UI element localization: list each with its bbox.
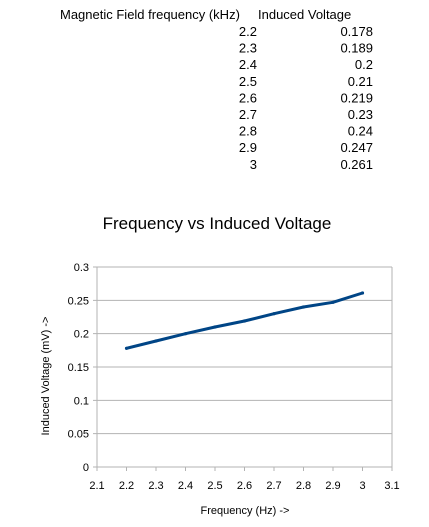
x-tick-label: 2.9 (325, 480, 340, 492)
table-header-voltage[interactable]: Induced Voltage (258, 7, 351, 22)
table-cell-frequency[interactable]: 2.2 (239, 24, 257, 39)
x-tick-label: 2.8 (296, 480, 311, 492)
x-tick-label: 2.7 (266, 480, 281, 492)
data-point[interactable] (331, 300, 335, 304)
x-tick-label: 2.3 (148, 480, 163, 492)
table-cell-voltage[interactable]: 0.2 (355, 57, 373, 72)
table-cell-frequency[interactable]: 2.8 (239, 124, 257, 139)
chart-grid (93, 266, 392, 468)
x-tick-label: 2.6 (237, 480, 252, 492)
data-point[interactable] (124, 346, 129, 350)
table-cell-frequency[interactable]: 2.6 (239, 90, 257, 105)
data-point[interactable] (183, 332, 188, 336)
y-axis-ticks: 0 0.05 0.1 0.15 0.2 0.25 0.3 (68, 262, 89, 474)
table-cell-frequency[interactable]: 2.7 (239, 107, 257, 122)
table-cell-voltage[interactable]: 0.178 (340, 24, 373, 39)
table-cell-voltage[interactable]: 0.247 (340, 140, 373, 155)
chart-title: Frequency vs Induced Voltage (103, 214, 332, 233)
data-point[interactable] (154, 339, 158, 343)
y-tick-label: 0.05 (68, 429, 89, 441)
x-tick-label: 2.4 (178, 480, 193, 492)
data-point[interactable] (272, 312, 276, 316)
table-cell-voltage[interactable]: 0.219 (340, 90, 373, 105)
table-rows: 2.2 0.178 2.3 0.189 2.4 0.2 2.5 0.21 2.6 0.219 2.7… (239, 24, 373, 172)
table-cell-voltage[interactable]: 0.189 (340, 41, 373, 56)
data-point[interactable] (301, 305, 306, 309)
y-tick-label: 0.2 (74, 329, 89, 341)
x-axis-label: Frequency (Hz) -> (201, 505, 290, 517)
x-tick-label: 3.1 (384, 480, 399, 492)
x-tick-label: 3 (359, 480, 365, 492)
y-tick-label: 0 (83, 462, 89, 474)
y-tick-label: 0.15 (68, 362, 89, 374)
table-header-frequency[interactable]: Magnetic Field frequency (kHz) (60, 7, 240, 22)
table-cell-frequency[interactable]: 2.5 (239, 74, 257, 89)
chart-axes (96, 267, 393, 471)
table-cell-voltage[interactable]: 0.24 (348, 124, 373, 139)
y-tick-label: 0.3 (74, 262, 89, 274)
y-tick-label: 0.25 (68, 295, 89, 307)
table-cell-frequency[interactable]: 3 (250, 157, 257, 172)
x-tick-label: 2.5 (207, 480, 222, 492)
table-cell-voltage[interactable]: 0.23 (348, 107, 373, 122)
data-table: Magnetic Field frequency (kHz) Induced V… (60, 7, 373, 172)
table-cell-voltage[interactable]: 0.21 (348, 74, 373, 89)
data-point[interactable] (242, 319, 247, 323)
chart[interactable]: Frequency vs Induced Voltage 0 0.05 0.1 0.1… (40, 214, 400, 517)
chart-series (124, 291, 365, 350)
data-point[interactable] (213, 325, 217, 329)
table-cell-frequency[interactable]: 2.4 (239, 57, 257, 72)
y-axis-label: Induced Voltage (mV) -> (40, 317, 52, 436)
x-tick-label: 2.1 (89, 480, 104, 492)
x-tick-label: 2.2 (119, 480, 134, 492)
x-axis-ticks: 2.1 2.2 2.3 2.4 2.5 2.6 2.7 2.8 2.9 3 3.1 (89, 480, 399, 492)
table-cell-frequency[interactable]: 2.3 (239, 41, 257, 56)
y-tick-label: 0.1 (74, 395, 89, 407)
table-cell-frequency[interactable]: 2.9 (239, 140, 257, 155)
data-point[interactable] (360, 291, 365, 295)
table-cell-voltage[interactable]: 0.261 (340, 157, 373, 172)
